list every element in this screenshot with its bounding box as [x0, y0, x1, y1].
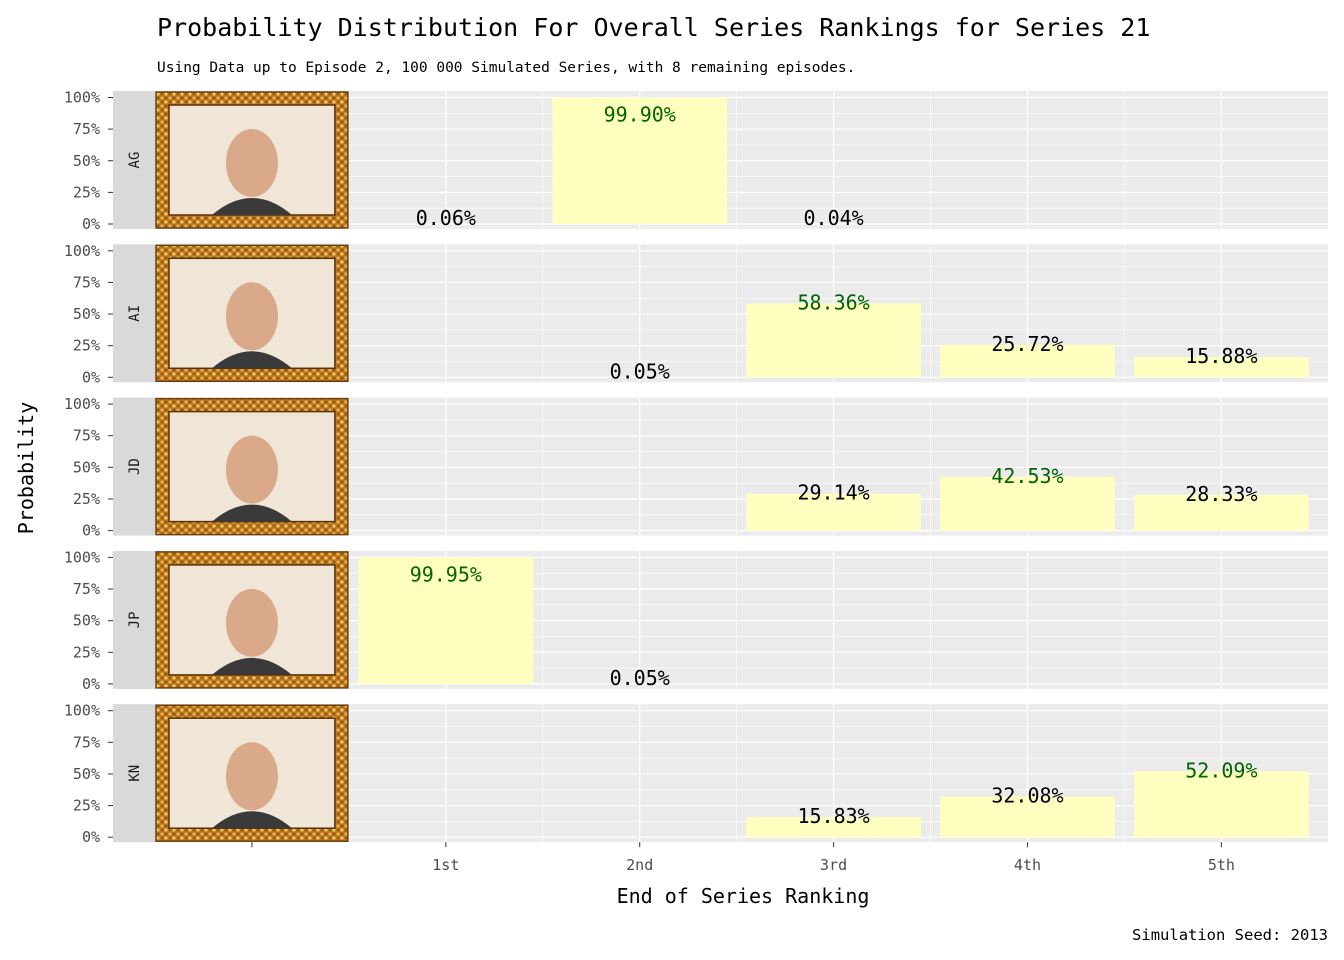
y-tick-label: 75%	[73, 580, 100, 598]
portrait-frame	[155, 551, 349, 689]
data-label: 0.06%	[416, 206, 476, 230]
facet-strip-label: AG	[127, 152, 143, 169]
y-tick-label: 25%	[73, 797, 100, 815]
facet-ai: AI 0% 25% 50% 75% 100% 0.05% 58.36% 25.72% 15.88%	[64, 242, 1328, 386]
data-label: 42.53%	[991, 464, 1063, 488]
y-tick-label: 50%	[73, 458, 100, 476]
facet-strip-label: JP	[127, 611, 143, 628]
x-axis: 1st 2nd 3rd 4th 5th	[251, 842, 1235, 874]
bar-jd-3rd	[746, 493, 921, 531]
panel-background	[155, 91, 1328, 229]
y-tick-label: 75%	[73, 427, 100, 445]
data-label: 99.90%	[604, 103, 676, 127]
y-tick-label: 100%	[64, 702, 100, 720]
y-tick-label: 0%	[82, 675, 100, 693]
y-tick-label: 0%	[82, 215, 100, 233]
y-tick-label: 25%	[73, 183, 100, 201]
facet-kn: KN 0% 25% 50% 75% 100% 15.83% 32.08% 52.09%	[64, 702, 1328, 846]
x-tick-label: 1st	[432, 856, 459, 874]
facet-strip-label: AI	[127, 305, 143, 322]
data-label: 25.72%	[991, 332, 1063, 356]
portrait-frame	[155, 244, 349, 383]
panel-background	[155, 704, 1328, 843]
portrait-frame	[155, 704, 349, 842]
data-label: 52.09%	[1185, 758, 1257, 782]
facet-strip	[113, 704, 155, 843]
y-tick-label: 25%	[73, 490, 100, 508]
y-tick-label: 0%	[82, 828, 100, 846]
bar-jp-1st	[358, 557, 534, 684]
y-tick-label: 100%	[64, 395, 100, 413]
data-label: 28.33%	[1185, 482, 1257, 506]
facet-panels: AG 0% 25% 50% 75% 100% 0.06% 99.90% 0.04% AI 0% 25%…	[64, 89, 1328, 846]
y-tick-label: 50%	[73, 152, 100, 170]
facet-strip	[113, 550, 155, 689]
y-tick-label: 0%	[82, 522, 100, 540]
facet-strip	[113, 244, 155, 383]
y-tick-label: 75%	[73, 120, 100, 138]
x-axis-title: End of Series Ranking	[617, 884, 870, 908]
panel-background	[155, 550, 1328, 689]
x-tick-label: 5th	[1208, 856, 1235, 874]
data-label: 58.36%	[797, 290, 869, 314]
facet-strip	[113, 91, 155, 229]
facet-ag: AG 0% 25% 50% 75% 100% 0.06% 99.90% 0.04%	[64, 89, 1328, 233]
y-tick-label: 100%	[64, 242, 100, 260]
y-tick-label: 50%	[73, 305, 100, 323]
data-label: 0.05%	[610, 666, 670, 690]
bar-jd-5th	[1134, 494, 1309, 531]
x-tick-label: 4th	[1014, 856, 1041, 874]
bar-kn-4th	[940, 796, 1115, 838]
bar-ai-4th	[940, 344, 1115, 378]
chart-caption: Simulation Seed: 2013	[1132, 926, 1328, 944]
y-axis-title: Probability	[14, 402, 38, 534]
y-tick-label: 75%	[73, 273, 100, 291]
facet-jp: JP 0% 25% 50% 75% 100% 99.95% 0.05%	[64, 548, 1328, 693]
panel-background	[155, 244, 1328, 383]
data-label: 0.05%	[610, 359, 670, 383]
y-tick-label: 100%	[64, 89, 100, 107]
y-tick-label: 50%	[73, 765, 100, 783]
data-label: 15.83%	[797, 804, 869, 828]
facet-strip-label: KN	[127, 765, 143, 782]
portrait-frame	[155, 397, 349, 536]
y-tick-label: 75%	[73, 733, 100, 751]
chart-subtitle: Using Data up to Episode 2, 100 000 Simu…	[157, 60, 855, 76]
y-tick-label: 25%	[73, 643, 100, 661]
data-label: 29.14%	[797, 481, 869, 505]
y-tick-label: 50%	[73, 612, 100, 630]
panel-background	[155, 397, 1328, 536]
x-tick-label: 2nd	[626, 856, 653, 874]
bar-jd-4th	[940, 476, 1115, 531]
bar-ag-2nd	[552, 97, 727, 224]
facet-strip	[113, 397, 155, 536]
y-tick-label: 25%	[73, 337, 100, 355]
y-tick-label: 0%	[82, 368, 100, 386]
facet-jd: JD 0% 25% 50% 75% 100% 29.14% 42.53% 28.33%	[64, 395, 1328, 540]
bar-kn-3rd	[746, 817, 921, 838]
data-label: 15.88%	[1185, 344, 1257, 368]
data-label: 99.95%	[410, 562, 482, 586]
chart-title: Probability Distribution For Overall Ser…	[157, 13, 1150, 42]
portrait-frame	[155, 91, 349, 229]
facet-strip-label: JD	[127, 458, 143, 475]
data-label: 0.04%	[803, 206, 863, 230]
bar-ai-5th	[1134, 357, 1309, 378]
x-tick-label: 3rd	[820, 856, 847, 874]
bar-kn-5th	[1134, 771, 1309, 838]
y-tick-label: 100%	[64, 548, 100, 566]
data-label: 32.08%	[991, 784, 1063, 808]
bar-ai-3rd	[746, 303, 921, 378]
